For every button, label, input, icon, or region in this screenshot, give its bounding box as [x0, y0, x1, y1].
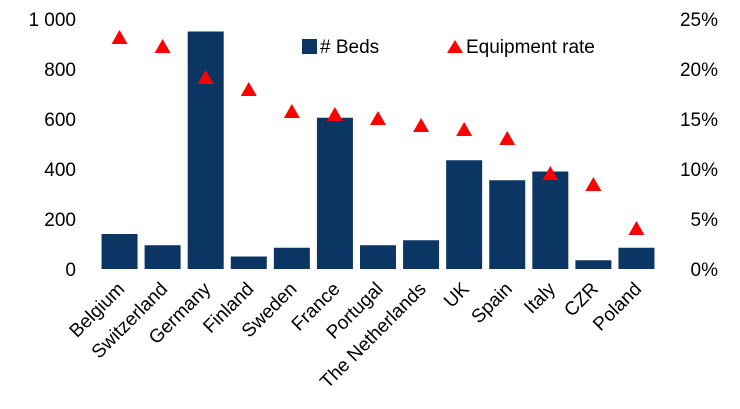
left-tick-label: 200 — [44, 210, 76, 231]
bar-beds — [273, 247, 310, 269]
bar-beds — [446, 160, 483, 269]
legend-beds-swatch — [302, 39, 317, 54]
bar-beds — [101, 234, 138, 269]
left-tick-label: 800 — [44, 60, 76, 81]
equipment-rate-series — [111, 30, 645, 235]
marker-equipment-rate — [197, 70, 214, 84]
bar-beds — [532, 171, 569, 269]
beds-bar-series — [101, 31, 655, 269]
legend-equipment-rate-marker — [447, 40, 463, 53]
marker-equipment-rate — [111, 30, 128, 44]
marker-equipment-rate — [283, 104, 300, 118]
category-label: Italy — [520, 278, 560, 318]
marker-equipment-rate — [456, 122, 473, 136]
bar-beds — [144, 245, 181, 269]
right-tick-label: 5% — [691, 210, 719, 231]
right-y-axis: 0% 5% 10% 15% 20% 25% — [680, 10, 718, 281]
legend-beds-label: # Beds — [320, 37, 379, 58]
right-tick-label: 10% — [680, 160, 718, 181]
category-label: Poland — [589, 279, 646, 336]
marker-equipment-rate — [240, 82, 257, 96]
marker-equipment-rate — [154, 39, 171, 53]
category-label: UK — [440, 278, 474, 312]
right-tick-label: 15% — [680, 110, 718, 131]
bar-beds — [489, 180, 526, 269]
bar-beds — [403, 240, 440, 269]
bar-beds — [360, 245, 396, 269]
right-tick-label: 0% — [691, 260, 719, 281]
bar-beds — [316, 117, 353, 269]
marker-equipment-rate — [499, 131, 516, 145]
bar-beds — [618, 247, 655, 269]
bar-beds — [575, 260, 612, 269]
left-y-axis: 0 200 400 600 800 1 000 — [28, 10, 76, 281]
marker-equipment-rate — [628, 221, 645, 235]
category-label: Spain — [468, 279, 517, 328]
left-tick-label: 0 — [65, 260, 76, 281]
bar-beds — [187, 31, 224, 269]
left-tick-label: 1 000 — [28, 10, 76, 31]
marker-equipment-rate — [326, 107, 343, 121]
marker-equipment-rate — [585, 177, 602, 191]
right-tick-label: 25% — [680, 10, 718, 31]
marker-equipment-rate — [370, 111, 386, 125]
marker-equipment-rate — [413, 118, 430, 132]
right-tick-label: 20% — [680, 60, 718, 81]
x-axis-category-labels: BelgiumSwitzerlandGermanyFinlandSwedenFr… — [66, 278, 646, 393]
legend-equipment-rate-label: Equipment rate — [466, 37, 595, 58]
left-tick-label: 400 — [44, 160, 76, 181]
chart-legend: # Beds Equipment rate — [302, 37, 595, 58]
bar-beds — [230, 256, 267, 269]
left-tick-label: 600 — [44, 110, 76, 131]
marker-equipment-rate — [542, 166, 559, 180]
